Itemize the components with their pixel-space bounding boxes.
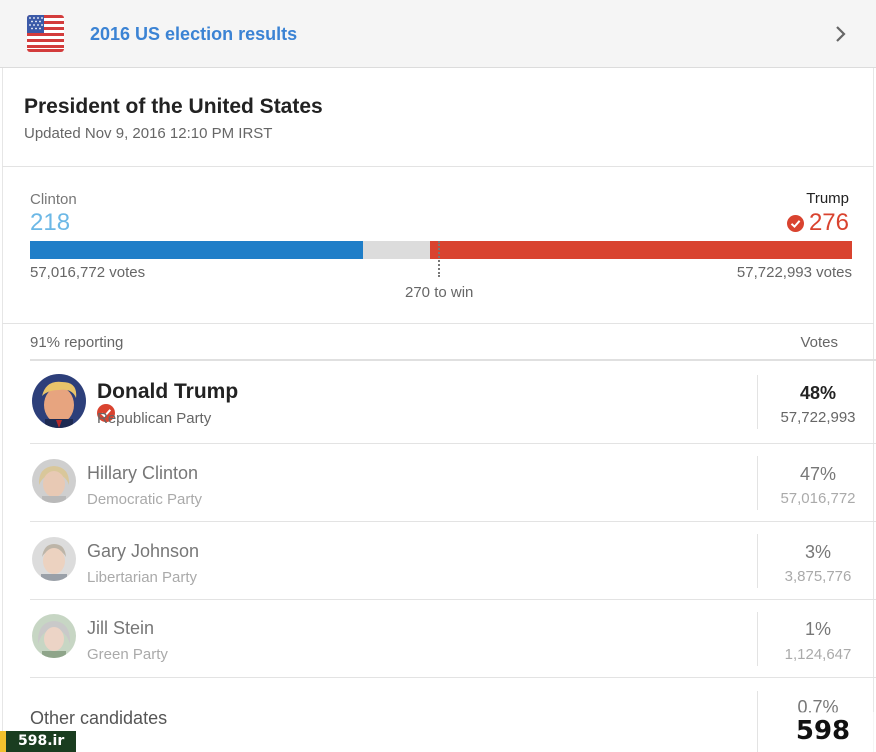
candidate-row-trump[interactable]: Donald Trump Republican Party 48% 57,722… [30, 361, 876, 444]
trump-label: Trump [806, 190, 849, 207]
other-candidates-label[interactable]: Other candidates [30, 708, 168, 728]
clinton-popular-votes: 57,016,772 votes [30, 264, 146, 281]
candidate-party: Republican Party [97, 410, 212, 427]
divider [757, 456, 758, 510]
divider [757, 612, 758, 666]
candidate-avatar [32, 614, 76, 658]
divider [757, 691, 758, 752]
race-title: President of the United States [24, 95, 323, 118]
candidate-row-clinton[interactable]: Hillary Clinton Democratic Party 47% 57,… [30, 444, 876, 522]
candidate-votes: 1,124,647 [784, 646, 852, 663]
winner-check-icon [96, 403, 116, 423]
site-watermark: 598.ir [0, 731, 76, 752]
candidate-name: Jill Stein [87, 618, 155, 638]
candidate-votes: 3,875,776 [784, 568, 852, 585]
candidate-percent: 3% [804, 542, 831, 562]
trump-bar-segment [430, 241, 852, 259]
site-logo-text: 598 [796, 716, 850, 746]
divider [757, 534, 758, 588]
candidate-votes: 57,722,993 [780, 409, 856, 426]
candidate-row-johnson[interactable]: Gary Johnson Libertarian Party 3% 3,875,… [30, 522, 876, 600]
candidate-votes: 57,016,772 [780, 490, 856, 507]
win-threshold-label: 270 to win [405, 284, 474, 301]
win-threshold-marker [438, 241, 440, 277]
candidate-party: Libertarian Party [87, 569, 198, 586]
candidate-percent: 1% [804, 619, 831, 639]
updated-timestamp: Updated Nov 9, 2016 12:10 PM IRST [24, 125, 273, 142]
divider [2, 166, 874, 167]
clinton-bar-segment [30, 241, 364, 259]
site-logo-watermark: 598 [770, 712, 876, 752]
electoral-vote-bar [30, 241, 852, 259]
us-flag-icon [27, 15, 64, 52]
candidate-party: Democratic Party [87, 491, 203, 508]
candidate-percent: 47% [799, 464, 837, 484]
candidate-name: Hillary Clinton [87, 463, 199, 483]
votes-column-header: Votes [800, 334, 838, 351]
candidate-party: Green Party [87, 646, 168, 663]
results-panel [2, 68, 874, 752]
chevron-right-icon[interactable] [833, 24, 849, 44]
reporting-status: 91% reporting [30, 334, 124, 351]
trump-popular-votes: 57,722,993 votes [736, 264, 852, 281]
candidate-avatar [32, 459, 76, 503]
divider [2, 323, 874, 324]
clinton-electoral-votes: 218 [30, 209, 71, 236]
candidate-name: Donald Trump [97, 380, 239, 403]
divider [30, 359, 876, 361]
candidate-percent: 48% [799, 383, 837, 403]
results-header-title[interactable]: 2016 US election results [90, 24, 298, 44]
candidate-avatar [32, 374, 86, 428]
candidate-row-stein[interactable]: Jill Stein Green Party 1% 1,124,647 [30, 600, 876, 678]
results-header[interactable]: 2016 US election results [0, 0, 876, 68]
candidate-name: Gary Johnson [87, 541, 200, 561]
candidate-avatar [32, 537, 76, 581]
clinton-label: Clinton [30, 191, 77, 208]
winner-check-icon [786, 214, 804, 232]
divider [757, 375, 758, 429]
trump-electoral-votes: 276 [808, 209, 849, 236]
trump-electoral-votes-group: 276 [786, 209, 849, 237]
